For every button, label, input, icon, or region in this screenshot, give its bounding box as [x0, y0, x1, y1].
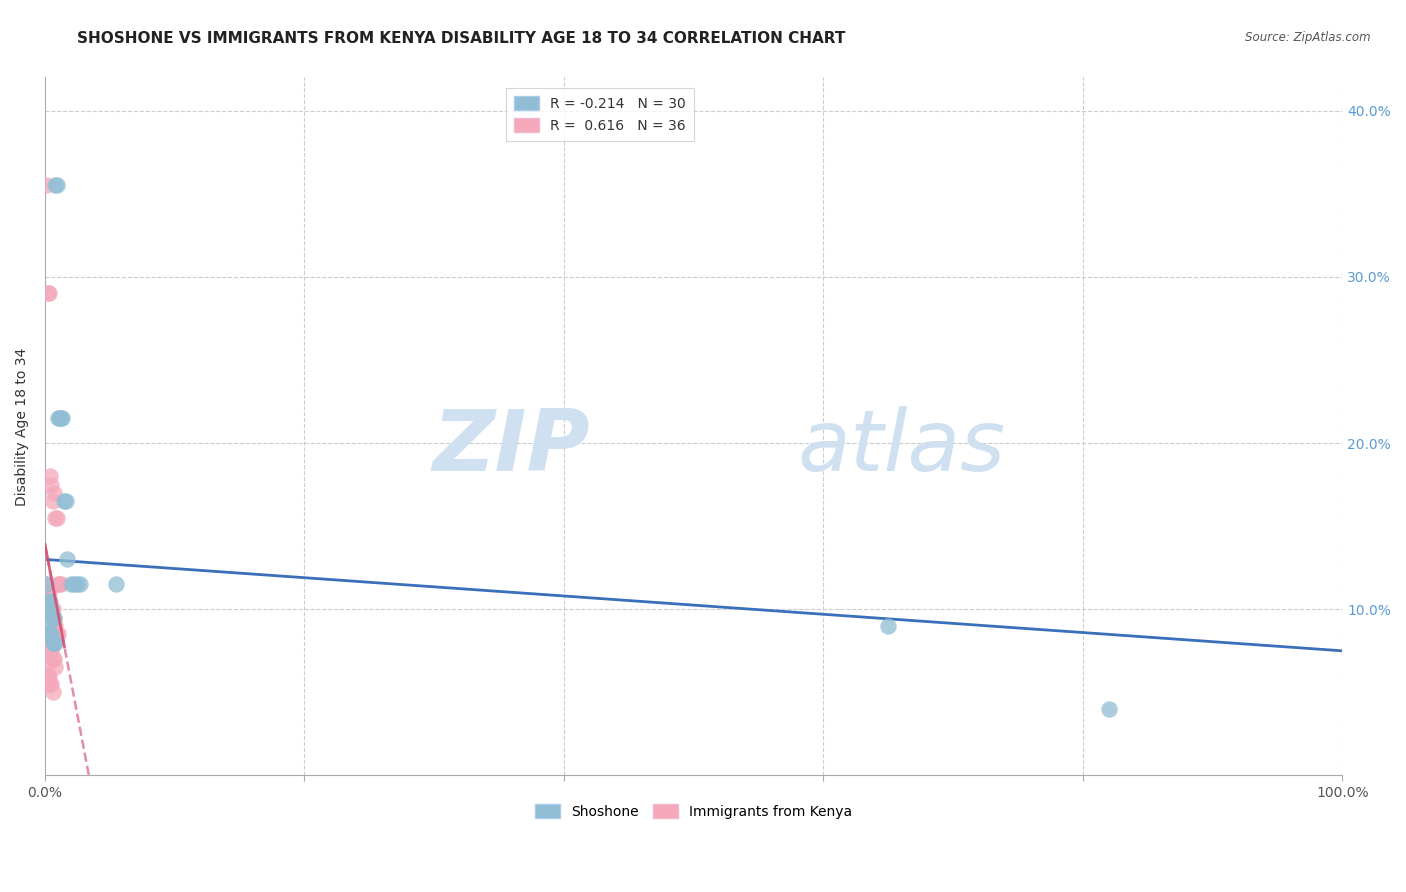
Point: [41, 644, 63, 658]
Point: [51, 411, 73, 425]
Point: [35, 577, 58, 591]
Point: [41, 627, 63, 641]
Point: [42, 635, 65, 649]
Point: [45, 627, 67, 641]
Point: [38, 627, 60, 641]
Point: [49, 577, 72, 591]
Point: [49, 411, 72, 425]
Point: [44, 660, 66, 674]
Point: [42, 602, 65, 616]
Point: [37, 594, 59, 608]
Text: atlas: atlas: [797, 406, 1005, 489]
Point: [66, 577, 89, 591]
Text: SHOSHONE VS IMMIGRANTS FROM KENYA DISABILITY AGE 18 TO 34 CORRELATION CHART: SHOSHONE VS IMMIGRANTS FROM KENYA DISABI…: [77, 31, 845, 46]
Point: [877, 619, 900, 633]
Point: [42, 652, 65, 666]
Point: [37, 627, 59, 641]
Point: [42, 494, 65, 508]
Point: [46, 577, 69, 591]
Point: [38, 585, 60, 599]
Point: [45, 178, 67, 193]
Point: [45, 511, 67, 525]
Text: ZIP: ZIP: [432, 406, 591, 489]
Point: [56, 552, 79, 566]
Point: [48, 411, 70, 425]
Point: [37, 286, 59, 301]
Point: [46, 411, 69, 425]
Point: [42, 486, 65, 500]
Point: [44, 511, 66, 525]
Point: [39, 594, 62, 608]
Point: [69, 577, 91, 591]
Point: [44, 619, 66, 633]
Point: [42, 652, 65, 666]
Point: [39, 469, 62, 483]
Text: Source: ZipAtlas.com: Source: ZipAtlas.com: [1246, 31, 1371, 45]
Legend: Shoshone, Immigrants from Kenya: Shoshone, Immigrants from Kenya: [530, 798, 858, 824]
Point: [38, 286, 60, 301]
Point: [39, 677, 62, 691]
Point: [37, 669, 59, 683]
Point: [35, 660, 58, 674]
Point: [42, 610, 65, 624]
Point: [39, 644, 62, 658]
Point: [41, 602, 63, 616]
Point: [42, 610, 65, 624]
Point: [39, 602, 62, 616]
Point: [44, 178, 66, 193]
Point: [105, 577, 128, 591]
Point: [35, 577, 58, 591]
Point: [38, 635, 60, 649]
Point: [37, 585, 59, 599]
Point: [48, 577, 70, 591]
Point: [44, 635, 66, 649]
Point: [41, 477, 63, 491]
Point: [1098, 702, 1121, 716]
Point: [38, 594, 60, 608]
Point: [41, 602, 63, 616]
Point: [37, 619, 59, 633]
Point: [35, 627, 58, 641]
Point: [59, 577, 82, 591]
Point: [53, 494, 76, 508]
Point: [35, 178, 58, 193]
Y-axis label: Disability Age 18 to 34: Disability Age 18 to 34: [15, 347, 30, 506]
Point: [42, 610, 65, 624]
Point: [62, 577, 84, 591]
Point: [46, 627, 69, 641]
Point: [41, 677, 63, 691]
Point: [42, 685, 65, 699]
Point: [42, 635, 65, 649]
Point: [55, 494, 77, 508]
Point: [38, 669, 60, 683]
Point: [39, 627, 62, 641]
